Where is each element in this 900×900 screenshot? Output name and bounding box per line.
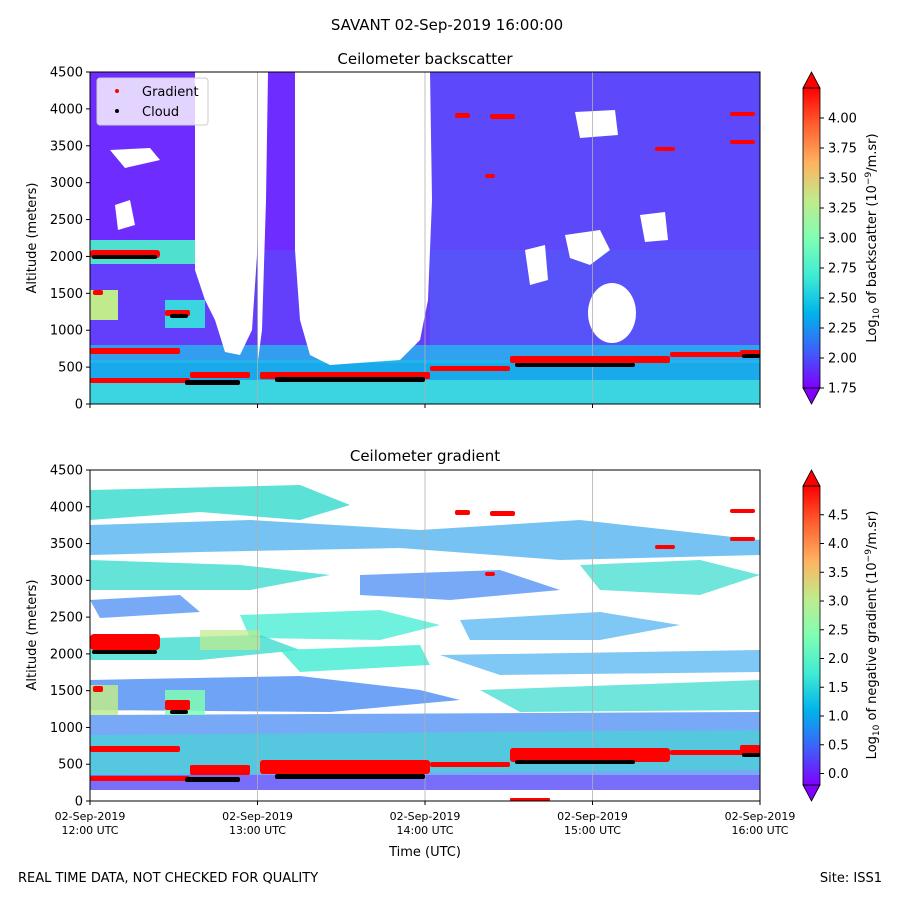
panel1-title: Ceilometer backscatter [337,50,513,68]
panel2-gridlines [257,470,593,801]
y-tick-label: 3000 [50,176,83,191]
colorbar-tick-label: 2.00 [828,352,857,367]
y-tick-label: 3000 [50,574,83,589]
legend-cloud-label: Cloud [142,105,179,120]
colorbar-tick-label: 3.50 [828,172,857,187]
y-tick-label: 2000 [50,647,83,662]
colorbar-tick-label: 2.5 [828,623,849,638]
colorbar1-extend-max [802,71,821,89]
x-tick-time: 12:00 UTC [61,824,118,837]
colorbar-tick-label: 0.0 [828,767,849,782]
y-tick-label: 1500 [50,287,83,302]
colorbar-tick-label: 3.75 [828,142,857,157]
panel1-y-ticks: 0 500 1000 1500 2000 2500 3000 3500 4000 4500 [50,66,90,413]
panel1-plot-area [90,72,760,404]
colorbar1: 1.75 2.00 2.25 2.50 2.75 3.00 3.25 3.50 3.75 4.00… [802,71,882,405]
footer-quality-note: REAL TIME DATA, NOT CHECKED FOR QUALITY [18,871,318,886]
colorbar-tick-label: 2.50 [828,292,857,307]
panel2-y-ticks: 0 500 1000 1500 2000 2500 3000 3500 4000 4500 [50,464,90,810]
panel2-plot-area [90,470,760,801]
panel1-ylabel: Altitude (meters) [25,183,40,294]
panel2-cloud-markers [92,650,760,782]
y-tick-label: 500 [58,758,83,773]
x-tick-date: 02-Sep-2019 [557,810,628,823]
colorbar1-label: Log10 of backscatter (10−9/m.sr) [864,133,882,342]
x-tick-time: 13:00 UTC [229,824,286,837]
x-tick-date: 02-Sep-2019 [725,810,796,823]
panel2-ylabel: Altitude (meters) [25,580,40,691]
y-tick-label: 3500 [50,139,83,154]
colorbar-tick-label: 4.5 [828,508,849,523]
figure-title: SAVANT 02-Sep-2019 16:00:00 [331,16,563,34]
colorbar-tick-label: 1.5 [828,681,849,696]
colorbar-tick-label: 1.75 [828,382,857,397]
y-tick-label: 4500 [50,66,83,81]
legend-cloud-marker [115,109,119,113]
y-tick-label: 4000 [50,102,83,117]
x-tick-time: 14:00 UTC [396,824,453,837]
legend-gradient-marker [115,89,119,93]
colorbar-tick-label: 1.0 [828,710,849,725]
colorbar-tick-label: 2.0 [828,652,849,667]
y-tick-label: 1000 [50,721,83,736]
x-tick-time: 16:00 UTC [731,824,788,837]
colorbar-tick-label: 4.00 [828,112,857,127]
legend-gradient-label: Gradient [142,85,199,100]
colorbar-tick-label: 3.00 [828,232,857,247]
colorbar-tick-label: 3.0 [828,595,849,610]
panel2-gradient-markers [90,509,760,801]
y-tick-label: 3500 [50,537,83,552]
y-tick-label: 2000 [50,250,83,265]
colorbar-tick-label: 0.5 [828,738,849,753]
panel1-gridlines [257,72,593,404]
x-tick-date: 02-Sep-2019 [222,810,293,823]
panel1-legend: Gradient Cloud [96,77,209,126]
x-tick-time: 15:00 UTC [564,824,621,837]
y-tick-label: 1500 [50,684,83,699]
colorbar-tick-label: 2.75 [828,262,857,277]
y-tick-label: 1000 [50,324,83,339]
colorbar2-extend-max [802,469,821,487]
x-tick-date: 02-Sep-2019 [390,810,461,823]
panel1-x-ticks [89,404,761,408]
colorbar-tick-label: 2.25 [828,322,857,337]
colorbar-tick-label: 3.5 [828,566,849,581]
colorbar-tick-label: 4.0 [828,537,849,552]
y-tick-label: 2500 [50,213,83,228]
colorbar-tick-label: 3.25 [828,202,857,217]
y-tick-label: 0 [75,398,83,413]
panel2-xlabel: Time (UTC) [388,845,461,860]
panel1-cloud-markers [92,255,760,385]
colorbar2: 0.0 0.5 1.0 1.5 2.0 2.5 3.0 3.5 4.0 4.5 Log10 of … [802,469,882,802]
footer-site: Site: ISS1 [820,871,882,886]
colorbar1-extend-min [802,387,821,405]
colorbar2-extend-min [802,784,821,802]
y-tick-label: 4000 [50,500,83,515]
y-tick-label: 2500 [50,611,83,626]
y-tick-label: 4500 [50,464,83,479]
y-tick-label: 0 [75,795,83,810]
panel2-title: Ceilometer gradient [350,447,500,465]
colorbar2-label: Log10 of negative gradient (10−9/m.sr) [864,511,882,760]
x-tick-date: 02-Sep-2019 [55,810,126,823]
y-tick-label: 500 [58,361,83,376]
